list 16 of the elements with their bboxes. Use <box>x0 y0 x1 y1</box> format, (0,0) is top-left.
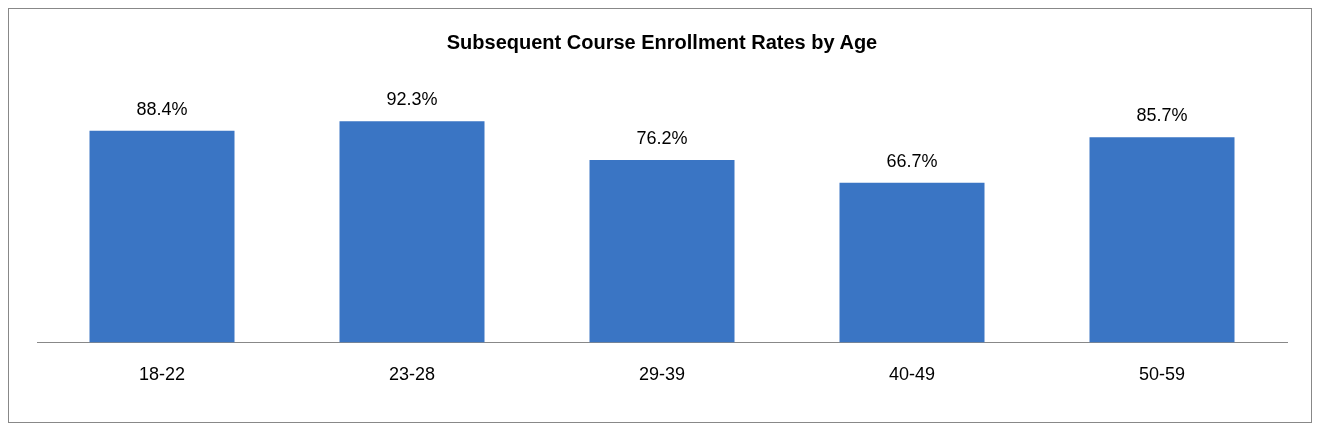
bar <box>1089 137 1235 343</box>
x-tick-label: 50-59 <box>1138 364 1186 385</box>
data-label: 88.4% <box>136 98 188 119</box>
data-label: 92.3% <box>386 89 438 110</box>
x-tick-label: 23-28 <box>388 364 436 385</box>
bar <box>339 121 485 343</box>
x-tick-label: 40-49 <box>888 364 936 385</box>
bar <box>839 182 985 343</box>
x-tick-label: 29-39 <box>638 364 686 385</box>
chart-title: Subsequent Course Enrollment Rates by Age <box>446 30 878 53</box>
x-tick-label: 18-22 <box>138 364 186 385</box>
data-label: 76.2% <box>636 127 688 148</box>
data-label: 85.7% <box>1136 105 1188 126</box>
bar <box>89 130 235 343</box>
bar <box>589 159 735 343</box>
data-label: 66.7% <box>886 150 938 171</box>
